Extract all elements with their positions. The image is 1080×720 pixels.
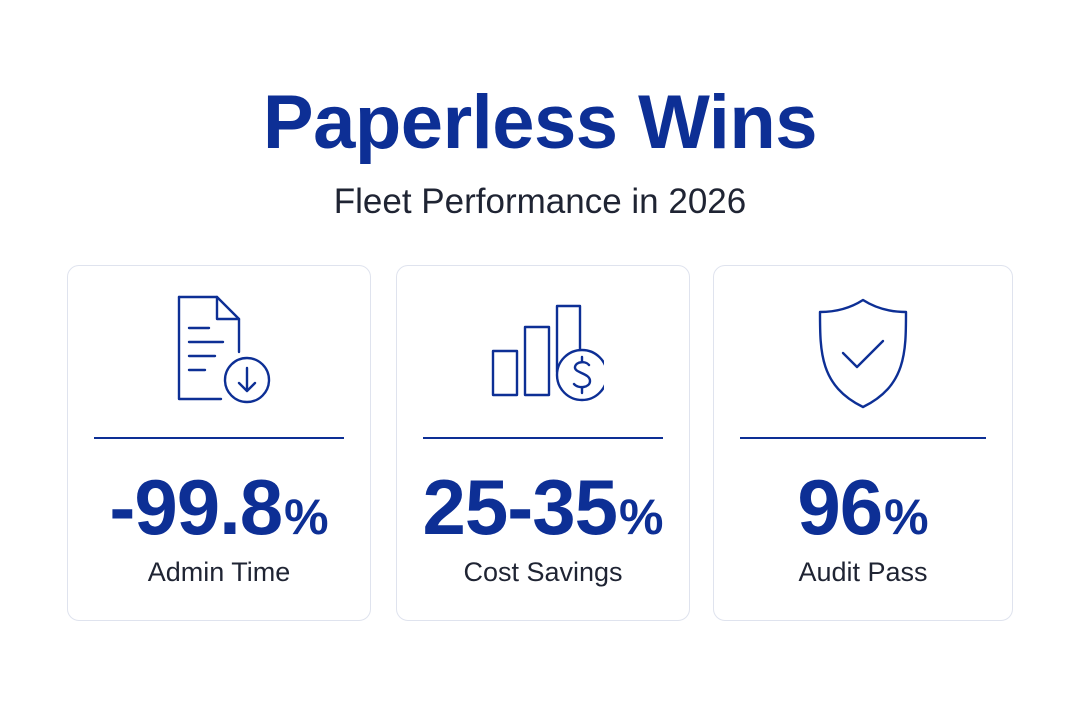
card-divider [740,437,986,439]
stat-value: 25-35% [397,462,689,575]
stat-label: Cost Savings [463,557,623,587]
stat-card-cost-savings: 25-35% Cost Savings [396,265,690,621]
stat-card-admin-time: -99.8% Admin Time [67,265,371,621]
stat-card-audit-pass: 96% Audit Pass [713,265,1013,621]
stat-unit: % [884,489,929,545]
card-divider [94,437,344,439]
stat-unit: % [619,489,664,545]
stat-unit: % [284,489,329,545]
stat-label: Audit Pass [798,557,928,587]
stat-label: Admin Time [147,557,291,587]
stat-number: 25-35 [422,463,618,551]
stat-number: -99.8 [109,463,283,551]
page-title: Paperless Wins [262,80,818,165]
bar-chart-dollar-icon [482,294,604,406]
stat-value: -99.8% [68,462,370,575]
shield-check-icon [807,294,919,412]
page-subtitle: Fleet Performance in 2026 [333,182,747,221]
document-download-icon [163,294,275,406]
stat-value: 96% [714,462,1012,575]
card-divider [423,437,663,439]
stat-number: 96 [797,463,883,551]
